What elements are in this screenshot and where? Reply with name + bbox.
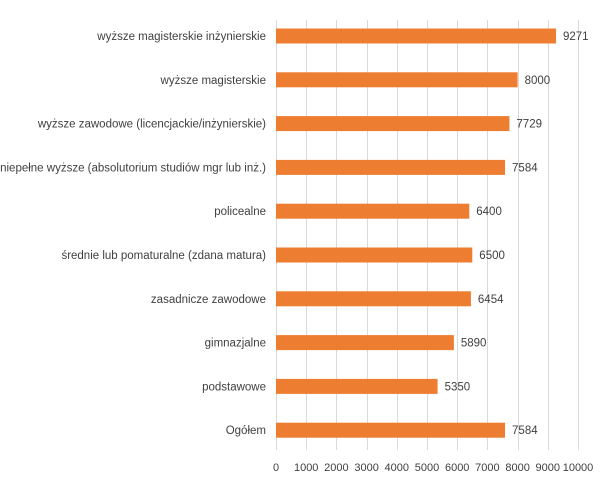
data-label: 5350 — [445, 381, 471, 393]
x-axis-tick-labels: 0 1000 2000 3000 4000 5000 6000 7000 8000 9000 100… — [273, 462, 593, 474]
bar — [276, 116, 510, 132]
category-label: zasadnicze zawodowe — [151, 294, 266, 306]
data-label: 7584 — [512, 162, 538, 174]
category-label: policealne — [214, 206, 266, 218]
data-labels: 9271 8000 7729 7584 6400 6500 6454 5890 5350 7584 — [445, 31, 589, 437]
x-tick-label: 7000 — [475, 462, 499, 474]
x-tick-label: 5000 — [415, 462, 439, 474]
category-label: gimnazjalne — [205, 338, 266, 350]
bar — [276, 247, 473, 263]
bar — [276, 28, 556, 44]
x-tick-label: 9000 — [536, 462, 560, 474]
gridlines — [276, 20, 579, 450]
bar — [276, 159, 506, 175]
data-label: 5890 — [461, 338, 487, 350]
bar — [276, 72, 518, 88]
data-label: 9271 — [563, 31, 589, 43]
bar — [276, 335, 454, 351]
bar — [276, 203, 470, 219]
bar — [276, 378, 438, 394]
bar — [276, 422, 506, 438]
data-label: 6500 — [479, 250, 505, 262]
x-tick-label: 0 — [273, 462, 279, 474]
category-label: średnie lub pomaturalne (zdana matura) — [61, 250, 266, 262]
data-label: 6454 — [478, 294, 504, 306]
data-label: 7584 — [512, 425, 538, 437]
x-tick-label: 1000 — [294, 462, 318, 474]
category-label: wyższe magisterskie — [160, 75, 266, 87]
category-labels: wyższe magisterskie inżynierskie wyższe m… — [0, 31, 266, 437]
x-tick-label: 8000 — [505, 462, 529, 474]
category-label: wyższe zawodowe (licencjackie/inżyniersk… — [37, 119, 266, 131]
data-label: 6400 — [476, 206, 502, 218]
x-tick-label: 4000 — [385, 462, 409, 474]
category-label: podstawowe — [202, 381, 266, 393]
x-tick-label: 3000 — [354, 462, 378, 474]
x-tick-label: 10000 — [563, 462, 594, 474]
bars — [276, 28, 556, 438]
x-tick-label: 2000 — [324, 462, 348, 474]
category-label: Ogółem — [226, 425, 266, 437]
category-label: niepełne wyższe (absolutorium studiów mg… — [0, 162, 266, 174]
category-label: wyższe magisterskie inżynierskie — [96, 31, 266, 43]
data-label: 7729 — [516, 119, 542, 131]
bar — [276, 291, 471, 307]
x-tick-label: 6000 — [445, 462, 469, 474]
data-label: 8000 — [525, 75, 551, 87]
